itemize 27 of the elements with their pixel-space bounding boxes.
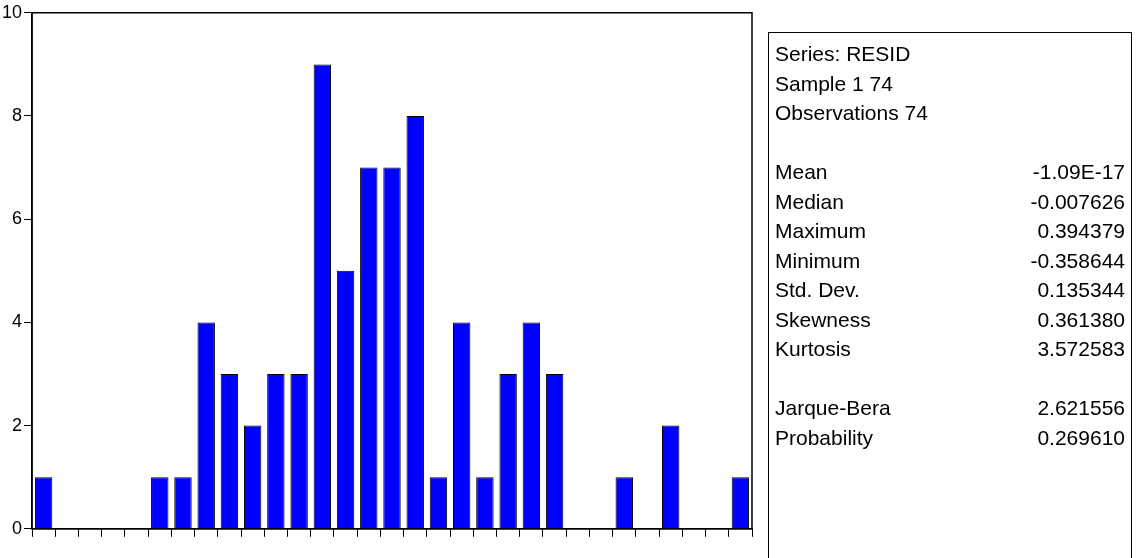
text: 0.135344: [1037, 277, 1125, 303]
text: Sample 1 74: [775, 70, 894, 97]
text: Skewness: [775, 306, 871, 333]
text: -0.007626: [1030, 188, 1125, 215]
y-tick-label: 4: [12, 311, 23, 332]
text: 0.361380: [1037, 306, 1125, 333]
y-tick-label: 8: [12, 104, 23, 125]
text: Minimum: [775, 247, 861, 274]
text: Maximum: [775, 218, 867, 244]
text: 2.621556: [1037, 395, 1125, 421]
text: Mean: [775, 159, 828, 185]
y-tick-label: 2: [12, 414, 23, 435]
text: -0.358644: [1030, 247, 1125, 274]
text: Observations 74: [775, 100, 929, 126]
text: -1.09E-17: [1032, 159, 1125, 185]
text: Probability: [775, 424, 874, 451]
text: Jarque-Bera: [775, 395, 891, 421]
text: 0.269610: [1037, 424, 1125, 451]
y-tick-label: 10: [1, 1, 23, 22]
text: Std. Dev.: [775, 277, 860, 303]
text: Kurtosis: [775, 336, 851, 362]
text: 3.572583: [1037, 336, 1125, 362]
text: Median: [775, 188, 844, 215]
y-tick-label: 0: [12, 517, 23, 538]
y-tick-label: 6: [12, 208, 23, 229]
text: Series: RESID: [775, 41, 912, 67]
text: 0.394379: [1037, 218, 1125, 244]
